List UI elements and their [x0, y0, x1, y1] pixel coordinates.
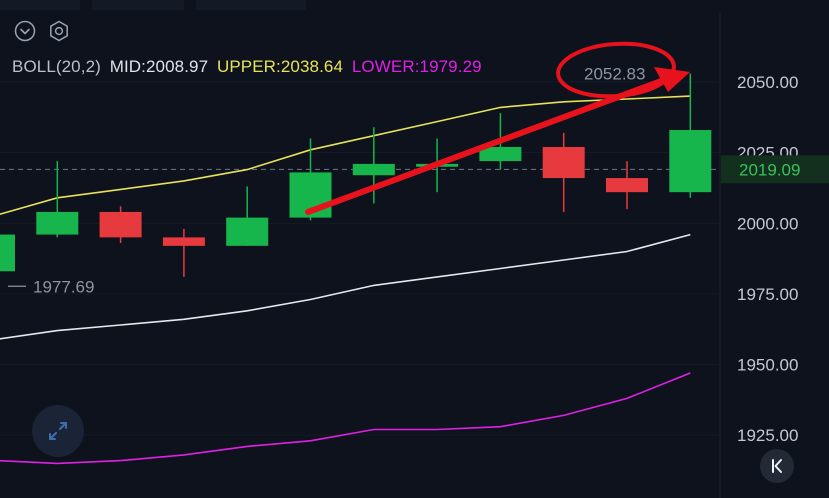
hexagon-gear-icon — [50, 20, 68, 42]
candle-body — [162, 237, 205, 246]
annotation-arrow-head — [654, 67, 690, 92]
y-tick-label: 1925.00 — [737, 426, 798, 445]
candle-body — [226, 217, 269, 246]
top-strip — [0, 0, 829, 12]
candle-body — [36, 211, 79, 235]
lower-value: LOWER:1979.29 — [351, 57, 482, 76]
price-axis: 2050.002025.002000.001975.001950.001925.… — [721, 73, 829, 445]
chevron-left-icon — [772, 459, 782, 473]
annotation-layer: 2052.83 1977.69 — [8, 41, 690, 296]
candle — [542, 132, 585, 212]
current-price-label: 2019.09 — [739, 160, 800, 179]
candle-body — [352, 163, 395, 176]
band-upper — [0, 95, 691, 216]
candle — [669, 73, 712, 198]
candle — [162, 228, 205, 277]
expand-arrows-icon — [49, 422, 67, 440]
chevron-down-icon — [14, 20, 36, 42]
y-tick-label: 2050.00 — [737, 73, 798, 92]
candle-body — [669, 130, 712, 193]
band-mid — [0, 233, 691, 340]
mid-value: MID:2008.97 — [109, 57, 209, 76]
candle-body — [0, 234, 15, 272]
candle-body — [542, 146, 585, 179]
candle — [36, 161, 79, 238]
low-price-label: 1977.69 — [33, 277, 94, 296]
bollinger-legend: BOLL(20,2) MID:2008.97 UPPER:2038.64 LOW… — [12, 57, 486, 77]
y-tick-label: 1950.00 — [737, 356, 798, 375]
indicator-settings-button[interactable] — [48, 20, 70, 42]
candle — [226, 186, 269, 246]
candle — [99, 206, 142, 244]
candle — [606, 161, 648, 210]
indicator-name: BOLL(20,2) — [12, 57, 101, 76]
top-strip-segment — [92, 0, 184, 10]
scroll-to-latest-button[interactable] — [760, 449, 794, 483]
expand-chart-button[interactable] — [32, 405, 84, 457]
candle-body — [606, 178, 648, 193]
upper-value: UPPER:2038.64 — [216, 57, 344, 76]
high-price-label: 2052.83 — [584, 65, 645, 84]
y-tick-label: 1975.00 — [737, 285, 798, 304]
candle-body — [479, 146, 522, 162]
candlesticks — [0, 73, 712, 277]
top-strip-segment — [196, 0, 306, 10]
y-tick-label: 2000.00 — [737, 214, 798, 233]
top-strip-segment — [0, 0, 80, 10]
candle — [0, 234, 15, 272]
chart-grid — [0, 12, 721, 498]
bollinger-bands — [0, 95, 691, 465]
band-lower — [0, 372, 691, 465]
current-price-tag — [721, 155, 829, 184]
candle-body — [99, 211, 142, 238]
collapse-button[interactable] — [14, 20, 36, 42]
annotation-arrow-shaft — [305, 77, 667, 215]
